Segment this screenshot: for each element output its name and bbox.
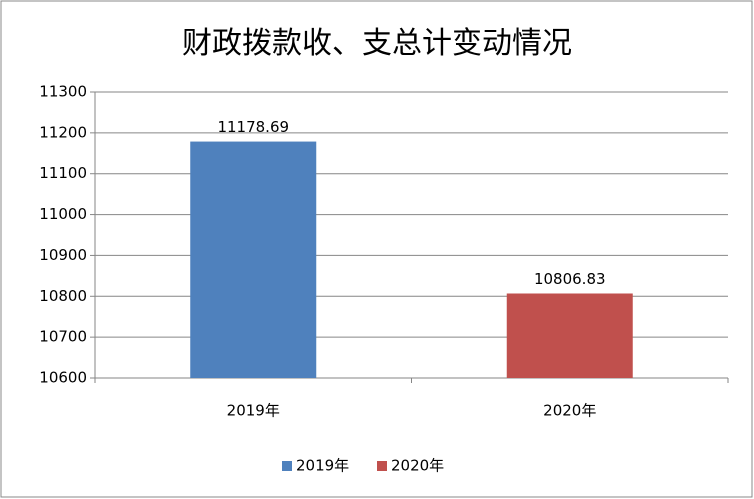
y-tick-label: 11000 xyxy=(39,205,87,223)
y-tick-label: 11100 xyxy=(39,164,87,182)
y-tick-label: 11200 xyxy=(39,123,87,141)
y-tick-label: 11300 xyxy=(39,83,87,101)
x-tick-label: 2020年 xyxy=(543,402,596,420)
y-tick-label: 10600 xyxy=(39,369,87,387)
legend-swatch xyxy=(377,461,387,471)
legend-label: 2020年 xyxy=(391,457,444,475)
legend-label: 2019年 xyxy=(296,457,349,475)
bar xyxy=(506,293,633,378)
chart-title: 财政拨款收、支总计变动情况 xyxy=(182,26,572,61)
y-tick-label: 10700 xyxy=(39,328,87,346)
x-tick-label: 2019年 xyxy=(227,402,280,420)
y-tick-label: 10800 xyxy=(39,287,87,305)
legend-swatch xyxy=(282,461,292,471)
y-tick-label: 10900 xyxy=(39,246,87,264)
bar xyxy=(190,141,317,378)
data-label: 11178.69 xyxy=(217,118,289,136)
data-label: 10806.83 xyxy=(534,270,606,288)
